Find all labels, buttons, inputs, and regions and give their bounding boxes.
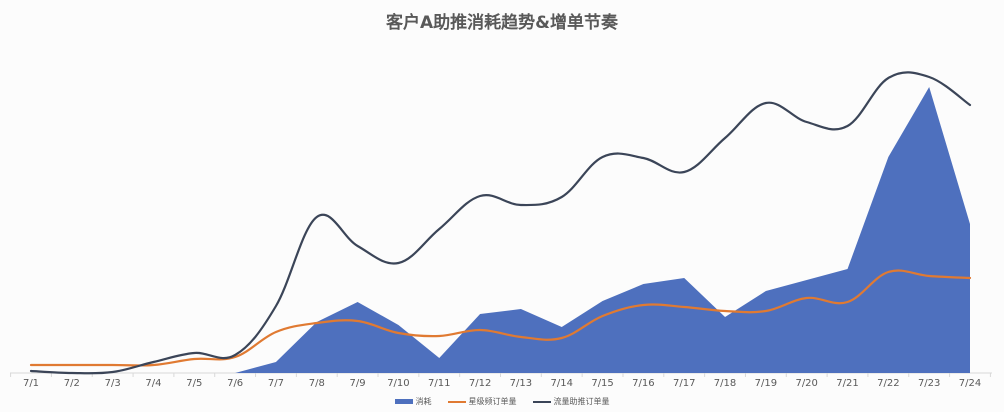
legend-label: 消耗 — [415, 397, 432, 406]
x-tick-label: 7/7 — [267, 378, 284, 389]
x-tick-label: 7/22 — [877, 378, 900, 389]
x-tick-label: 7/2 — [63, 378, 80, 389]
x-tick-label: 7/8 — [308, 378, 325, 389]
x-tick-label: 7/20 — [795, 378, 818, 389]
x-tick-label: 7/19 — [754, 378, 778, 389]
legend-label: 星级频订单量 — [468, 397, 517, 406]
chart-title: 客户A助推消耗趋势&增单节奏 — [386, 13, 618, 33]
x-tick-label: 7/5 — [186, 378, 203, 389]
legend-item: 消耗 — [394, 396, 432, 407]
x-tick-label: 7/1 — [22, 378, 40, 389]
x-tick-label: 7/24 — [958, 378, 982, 389]
x-tick-label: 7/16 — [632, 378, 655, 389]
line-series-star-orders — [29, 269, 972, 367]
legend-item: 流量助推订单量 — [532, 396, 610, 407]
x-tick-label: 7/9 — [349, 378, 366, 389]
legend-item: 星级频订单量 — [447, 396, 517, 407]
legend-swatch-line-icon — [447, 400, 466, 403]
x-tick-label: 7/17 — [672, 378, 696, 389]
x-tick-label: 7/12 — [468, 378, 492, 389]
line-series-traffic-orders — [29, 71, 972, 375]
x-tick-label: 7/18 — [713, 378, 737, 389]
x-tick-label: 7/10 — [387, 378, 410, 389]
x-tick-label: 7/4 — [145, 378, 162, 389]
legend-swatch-line-icon — [532, 400, 551, 403]
x-tick-label: 7/11 — [428, 378, 451, 389]
x-tick-label: 7/23 — [917, 378, 941, 389]
legend-label: 流量助推订单量 — [553, 397, 610, 406]
x-tick-label: 7/6 — [227, 378, 244, 389]
legend: 消耗 星级频订单量 流量助推订单量 — [0, 396, 1004, 407]
x-tick-label: 7/15 — [591, 378, 614, 389]
x-tick-label: 7/13 — [509, 378, 533, 389]
x-tick-label: 7/21 — [836, 378, 859, 389]
legend-swatch-area-icon — [394, 399, 413, 404]
x-tick-label: 7/14 — [550, 378, 573, 389]
area-series-consumption — [31, 87, 970, 373]
x-tick-label: 7/3 — [104, 378, 121, 389]
